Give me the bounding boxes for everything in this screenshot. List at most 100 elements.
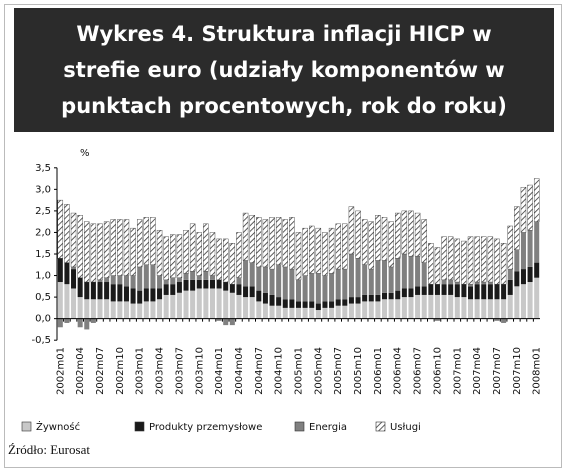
bar-segment [362,301,368,319]
bar-segment [229,243,236,285]
bar-segment [64,204,70,263]
legend-swatch [375,421,386,432]
bar-segment [130,303,136,319]
bar-segment [434,318,440,321]
bar-segment [236,294,242,319]
bar-segment [315,303,321,311]
bar-segment [487,299,493,319]
legend-label: Energia [309,422,347,433]
bar-segment [229,284,235,293]
bar-segment [322,307,328,319]
bar-segment [302,301,308,308]
bar-segment [143,264,149,289]
bar-segment [71,266,77,270]
bar-segment [468,299,474,319]
bar-segment [328,227,335,274]
bar-segment [216,279,222,289]
bar-segment [190,271,196,280]
bar-segment [421,286,427,295]
y-tick-label: 2,5 [35,206,51,217]
bar-segment [70,212,77,268]
bar-segment [262,266,268,293]
bar-segment [348,303,354,319]
bar-segment [428,284,434,295]
bar-segment [447,236,454,281]
legend-label: Produkty przemysłowe [149,422,262,433]
bar-segment [57,258,63,283]
x-tick-label: 2006m07 [413,347,424,395]
bar-segment [514,249,520,272]
bar-segment [203,279,209,289]
bar-segment [183,273,189,280]
bar-segment [527,230,533,267]
bar-segment [90,299,96,319]
bar-segment [335,269,341,300]
bar-segment [501,299,507,319]
bar-segment [130,288,136,304]
x-tick-label: 2003m04 [155,347,166,395]
bar-segment [176,282,182,293]
bar-segment [414,212,421,257]
bar-segment [190,279,196,291]
y-tick-label: 0,0 [35,314,51,325]
bar-segment [243,297,249,319]
bar-segment [507,225,513,270]
bar-segment [408,288,414,298]
bar-segment [388,299,394,319]
bar-segment [468,284,474,287]
bar-segment [123,219,130,276]
bar-segment [223,290,229,319]
bar-segment [243,286,249,298]
bar-segment [362,294,368,302]
bar-segment [176,292,182,319]
bar-segment [130,227,136,276]
bar-segment [520,269,526,285]
bar-segment [276,305,282,319]
bar-segment [335,305,341,319]
bar-segment [375,260,381,295]
bar-segment [487,282,493,285]
bar-segment [368,269,374,295]
bar-segment [71,269,77,289]
x-tick-label: 2003m07 [174,347,185,395]
bar-segment [157,275,163,289]
bar-segment [309,273,315,302]
bar-segment [117,275,123,285]
bar-segment [256,217,262,268]
bar-segment [494,284,500,300]
legend-swatch [21,421,32,432]
y-tick-label: 1,0 [35,271,51,282]
bar-segment [223,318,229,326]
bar-segment [216,318,222,321]
bar-segment [434,284,440,295]
bar-segment [474,284,480,300]
bar-segment [361,219,368,265]
bar-segment [527,266,533,283]
bar-segment [520,186,527,233]
bar-segment [441,279,447,285]
bar-segment [500,243,507,285]
bar-segment [209,279,216,289]
bar-segment [401,297,407,319]
bar-segment [183,230,189,274]
bar-segment [494,318,500,321]
bar-segment [176,277,182,283]
bar-segment [415,256,421,287]
bar-segment [302,275,308,302]
bar-segment [368,301,374,319]
bar-segment [487,284,493,300]
bar-segment [103,221,110,278]
bar-segment [150,301,156,319]
x-tick-label: 2005m04 [313,347,324,395]
bar-segment [269,269,275,295]
bar-segment [176,234,183,278]
bar-segment [289,307,295,319]
bar-segment [163,294,169,319]
bar-segment [309,307,315,319]
bar-segment [137,290,143,304]
frame [4,4,562,468]
bar-segment [368,221,374,270]
bar-segment [117,284,123,302]
bar-segment [223,282,229,291]
